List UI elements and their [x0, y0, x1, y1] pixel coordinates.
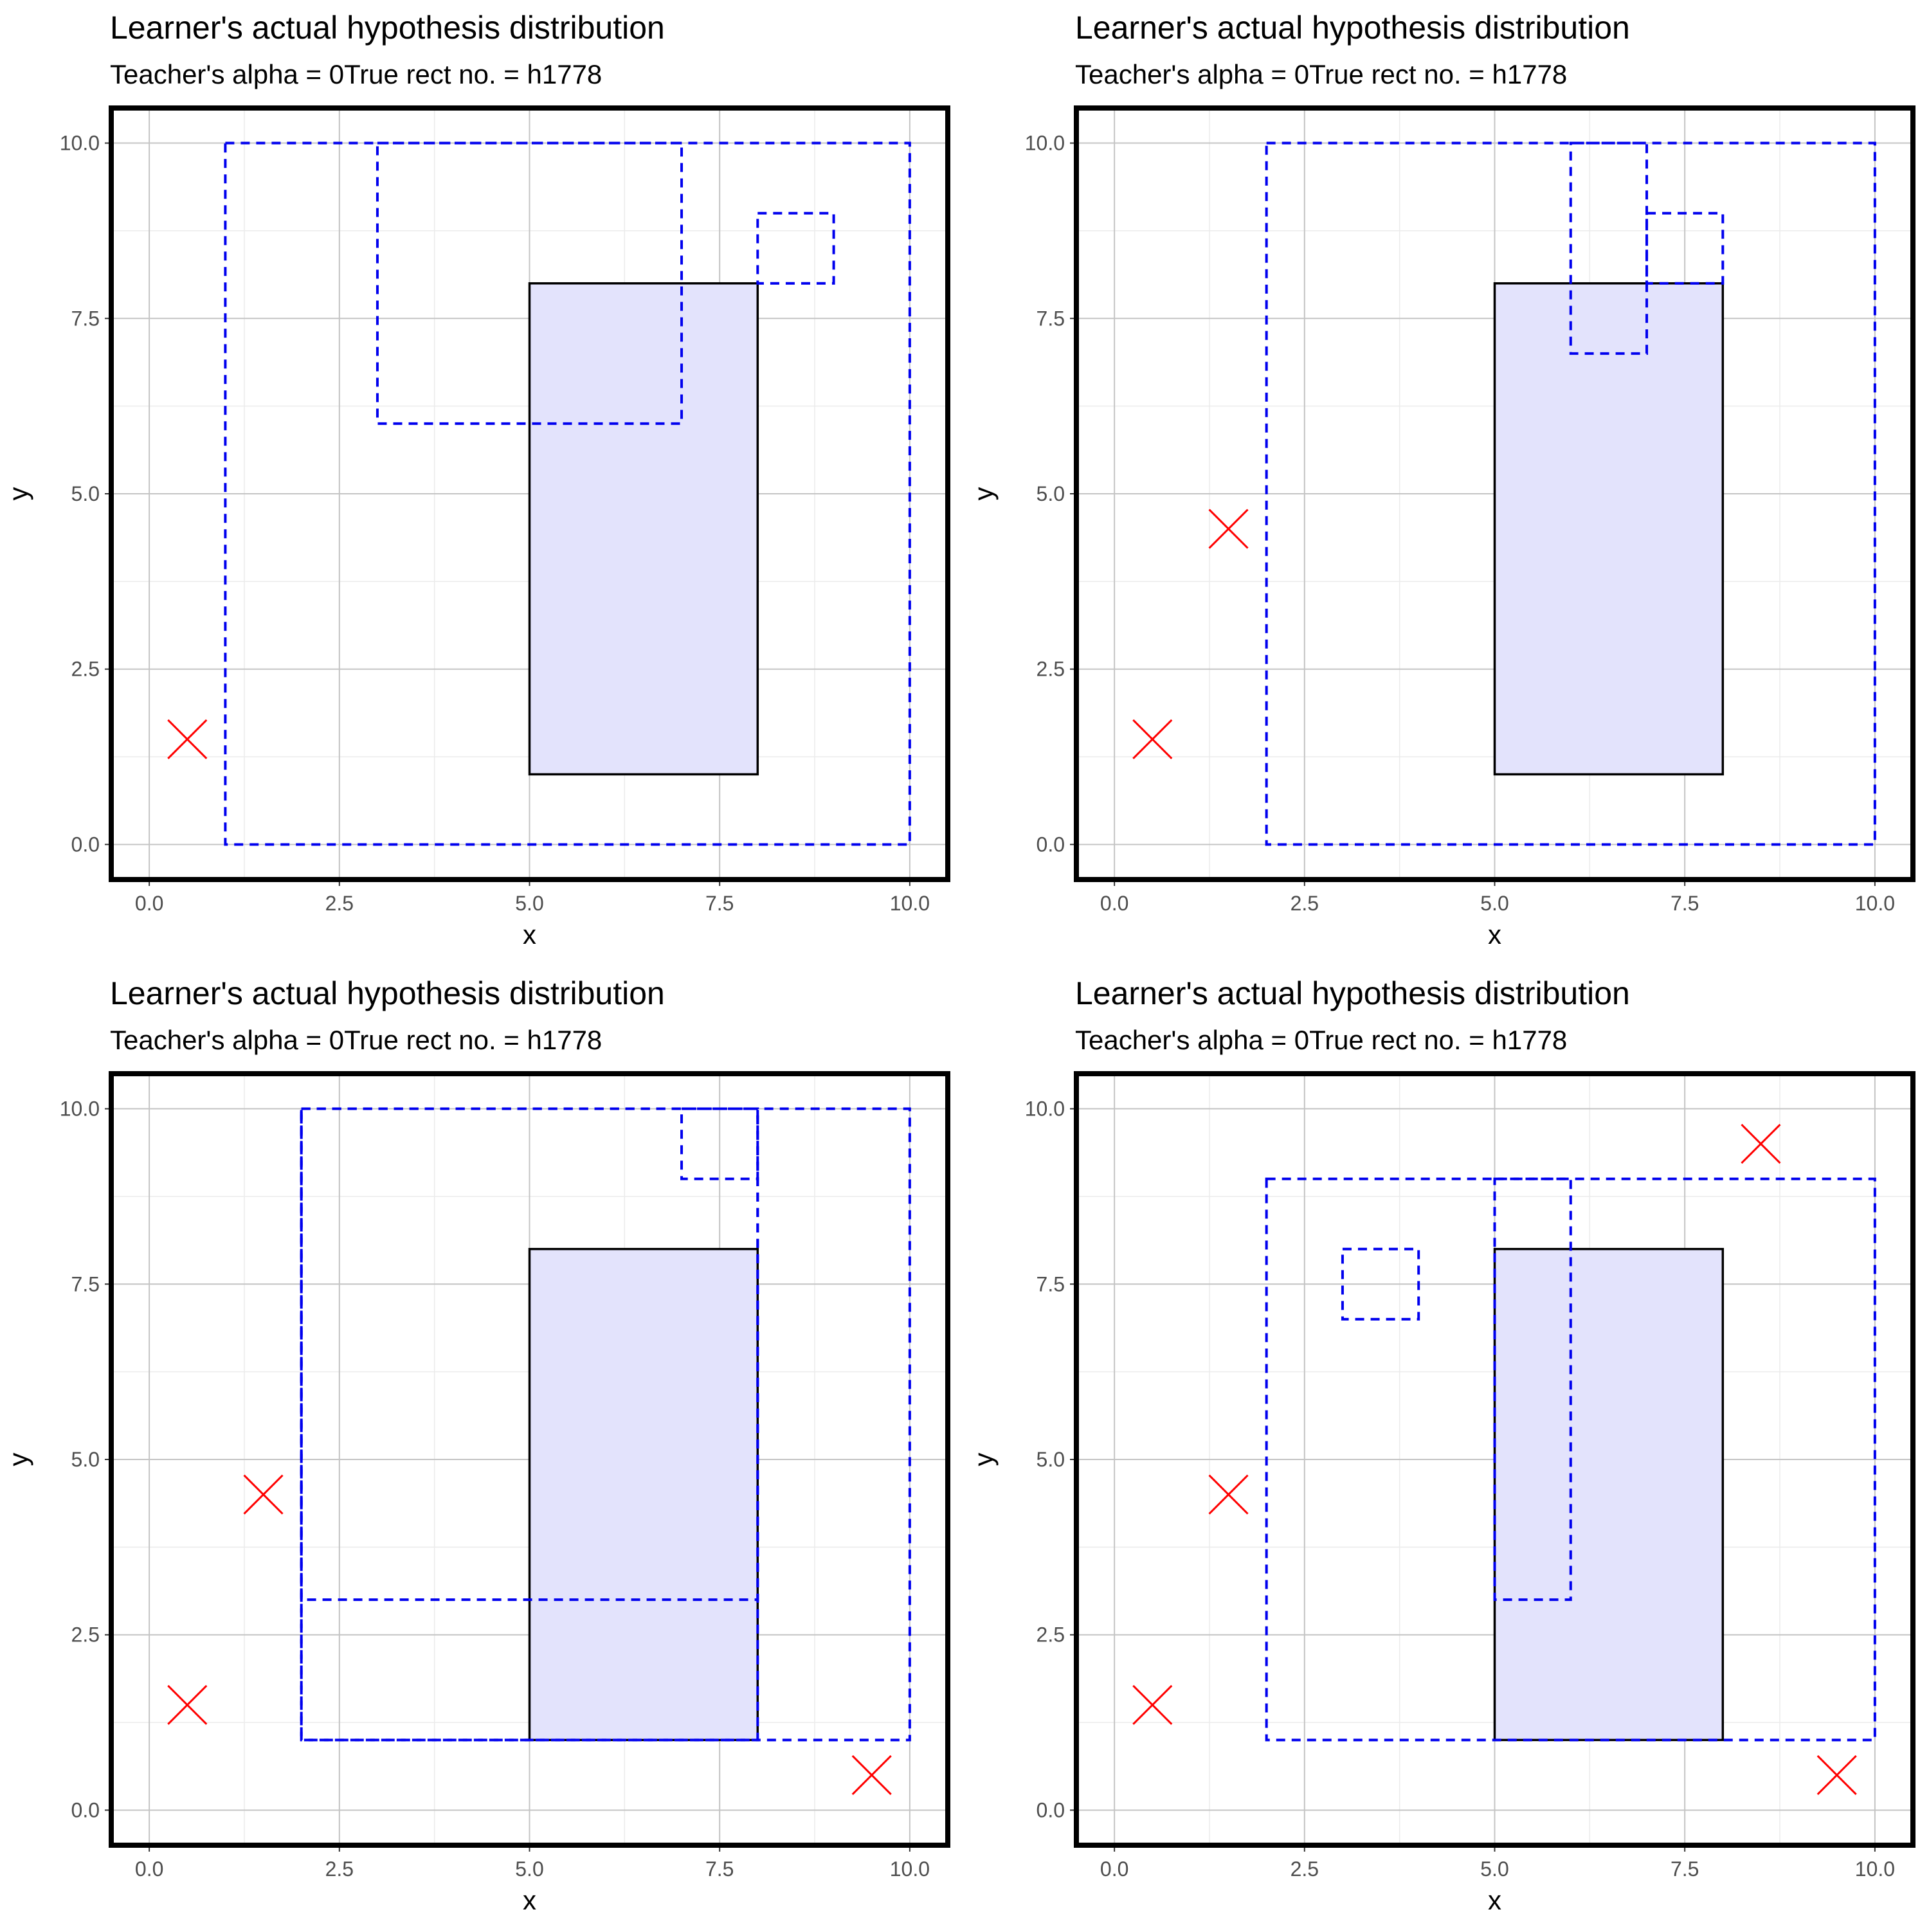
y-tick-label: 0.0: [71, 833, 100, 856]
chart-subtitle: Teacher's alpha = 0True rect no. = h1778: [110, 59, 602, 89]
hypothesis-rectangle-3: [756, 212, 835, 285]
chart-title: Learner's actual hypothesis distribution: [1075, 975, 1630, 1011]
chart-panel-3: Learner's actual hypothesis distribution…: [3, 975, 950, 1915]
y-tick-label: 10.0: [1025, 132, 1065, 155]
panel-border: [109, 1071, 950, 1848]
y-tick-label: 5.0: [71, 1448, 100, 1471]
y-tick-label: 10.0: [60, 132, 100, 155]
x-tick-label: 10.0: [1855, 1857, 1895, 1881]
negative-point-2: [243, 1474, 284, 1515]
chart-panel-4: Learner's actual hypothesis distribution…: [968, 975, 1915, 1915]
x-axis-label: x: [1488, 1885, 1501, 1915]
y-tick-label: 2.5: [1037, 658, 1065, 681]
x-tick-label: 5.0: [1480, 892, 1508, 915]
y-tick-label: 2.5: [71, 658, 100, 681]
x-axis-label: x: [1488, 919, 1501, 950]
y-axis-label: y: [3, 487, 33, 501]
y-tick-label: 7.5: [1037, 1272, 1065, 1296]
x-tick-label: 0.0: [1100, 892, 1128, 915]
hypothesis-rectangle-3: [1645, 212, 1725, 285]
x-tick-label: 2.5: [1291, 1857, 1319, 1881]
negative-point-3: [1741, 1124, 1781, 1164]
negative-point-stroke: [1132, 719, 1173, 759]
y-tick-label: 7.5: [71, 1272, 100, 1296]
y-tick-label: 10.0: [1025, 1097, 1065, 1121]
hypothesis-rectangle-1: [1265, 141, 1876, 846]
negative-point-1: [167, 719, 208, 759]
y-tick-label: 10.0: [60, 1097, 100, 1121]
y-tick-label: 0.0: [71, 1798, 100, 1821]
chart-subtitle: Teacher's alpha = 0True rect no. = h1778: [1075, 1025, 1567, 1055]
panel-border: [1074, 1071, 1915, 1848]
negative-point-stroke: [1741, 1124, 1781, 1164]
negative-point-2: [1208, 1474, 1249, 1515]
negative-point-stroke: [1208, 509, 1249, 549]
x-axis-label: x: [523, 919, 536, 950]
chart-title: Learner's actual hypothesis distribution: [110, 975, 665, 1011]
negative-point-stroke: [167, 719, 208, 759]
y-tick-label: 2.5: [1037, 1623, 1065, 1647]
x-tick-label: 7.5: [1671, 892, 1699, 915]
x-tick-label: 5.0: [515, 1857, 543, 1881]
hypothesis-rectangle-2: [1341, 1247, 1420, 1321]
x-tick-label: 5.0: [515, 892, 543, 915]
hypothesis-rectangle-4: [300, 1107, 759, 1742]
x-tick-label: 2.5: [325, 892, 354, 915]
y-axis-label: y: [3, 1453, 33, 1467]
hypothesis-rectangle-2: [1569, 141, 1649, 355]
y-tick-label: 5.0: [1037, 482, 1065, 505]
true-rectangle: [528, 1247, 759, 1742]
x-tick-label: 7.5: [1671, 1857, 1699, 1881]
negative-point-stroke: [1132, 1684, 1173, 1725]
x-tick-label: 10.0: [890, 1857, 930, 1881]
y-tick-label: 0.0: [1037, 1798, 1065, 1821]
x-axis-label: x: [523, 1885, 536, 1915]
chart-panel-2: Learner's actual hypothesis distribution…: [968, 10, 1915, 950]
negative-point-4: [1816, 1755, 1857, 1795]
y-tick-label: 5.0: [71, 482, 100, 505]
negative-point-stroke: [1816, 1755, 1857, 1795]
x-tick-label: 0.0: [135, 892, 163, 915]
negative-point-stroke: [243, 1474, 284, 1515]
chart-panel-1: Learner's actual hypothesis distribution…: [3, 10, 950, 950]
negative-point-stroke: [851, 1755, 892, 1795]
negative-point-1: [1132, 719, 1173, 759]
y-tick-label: 7.5: [71, 307, 100, 330]
negative-point-1: [167, 1684, 208, 1725]
y-tick-label: 5.0: [1037, 1448, 1065, 1471]
x-tick-label: 0.0: [135, 1857, 163, 1881]
x-tick-label: 7.5: [705, 892, 734, 915]
negative-point-stroke: [167, 1684, 208, 1725]
panel-border: [109, 105, 950, 882]
y-axis-label: y: [968, 1453, 999, 1467]
panel-border: [1074, 105, 1915, 882]
negative-point-1: [1132, 1684, 1173, 1725]
x-tick-label: 2.5: [1291, 892, 1319, 915]
chart-title: Learner's actual hypothesis distribution: [1075, 10, 1630, 46]
true-rectangle: [1493, 282, 1725, 776]
y-tick-label: 7.5: [1037, 307, 1065, 330]
x-tick-label: 5.0: [1480, 1857, 1508, 1881]
chart-title: Learner's actual hypothesis distribution: [110, 10, 665, 46]
x-tick-label: 10.0: [890, 892, 930, 915]
negative-point-2: [1208, 509, 1249, 549]
x-tick-label: 0.0: [1100, 1857, 1128, 1881]
negative-point-3: [851, 1755, 892, 1795]
x-tick-label: 7.5: [705, 1857, 734, 1881]
true-rectangle: [528, 282, 759, 776]
y-axis-label: y: [968, 487, 999, 501]
x-tick-label: 10.0: [1855, 892, 1895, 915]
hypothesis-rectangle-3: [1493, 1177, 1572, 1602]
hypothesis-rectangle-1: [1265, 1177, 1876, 1742]
negative-point-stroke: [1208, 1474, 1249, 1515]
chart-subtitle: Teacher's alpha = 0True rect no. = h1778: [1075, 59, 1567, 89]
chart-subtitle: Teacher's alpha = 0True rect no. = h1778: [110, 1025, 602, 1055]
y-tick-label: 2.5: [71, 1623, 100, 1647]
x-tick-label: 2.5: [325, 1857, 354, 1881]
true-rectangle: [1493, 1247, 1725, 1742]
y-tick-label: 0.0: [1037, 833, 1065, 856]
